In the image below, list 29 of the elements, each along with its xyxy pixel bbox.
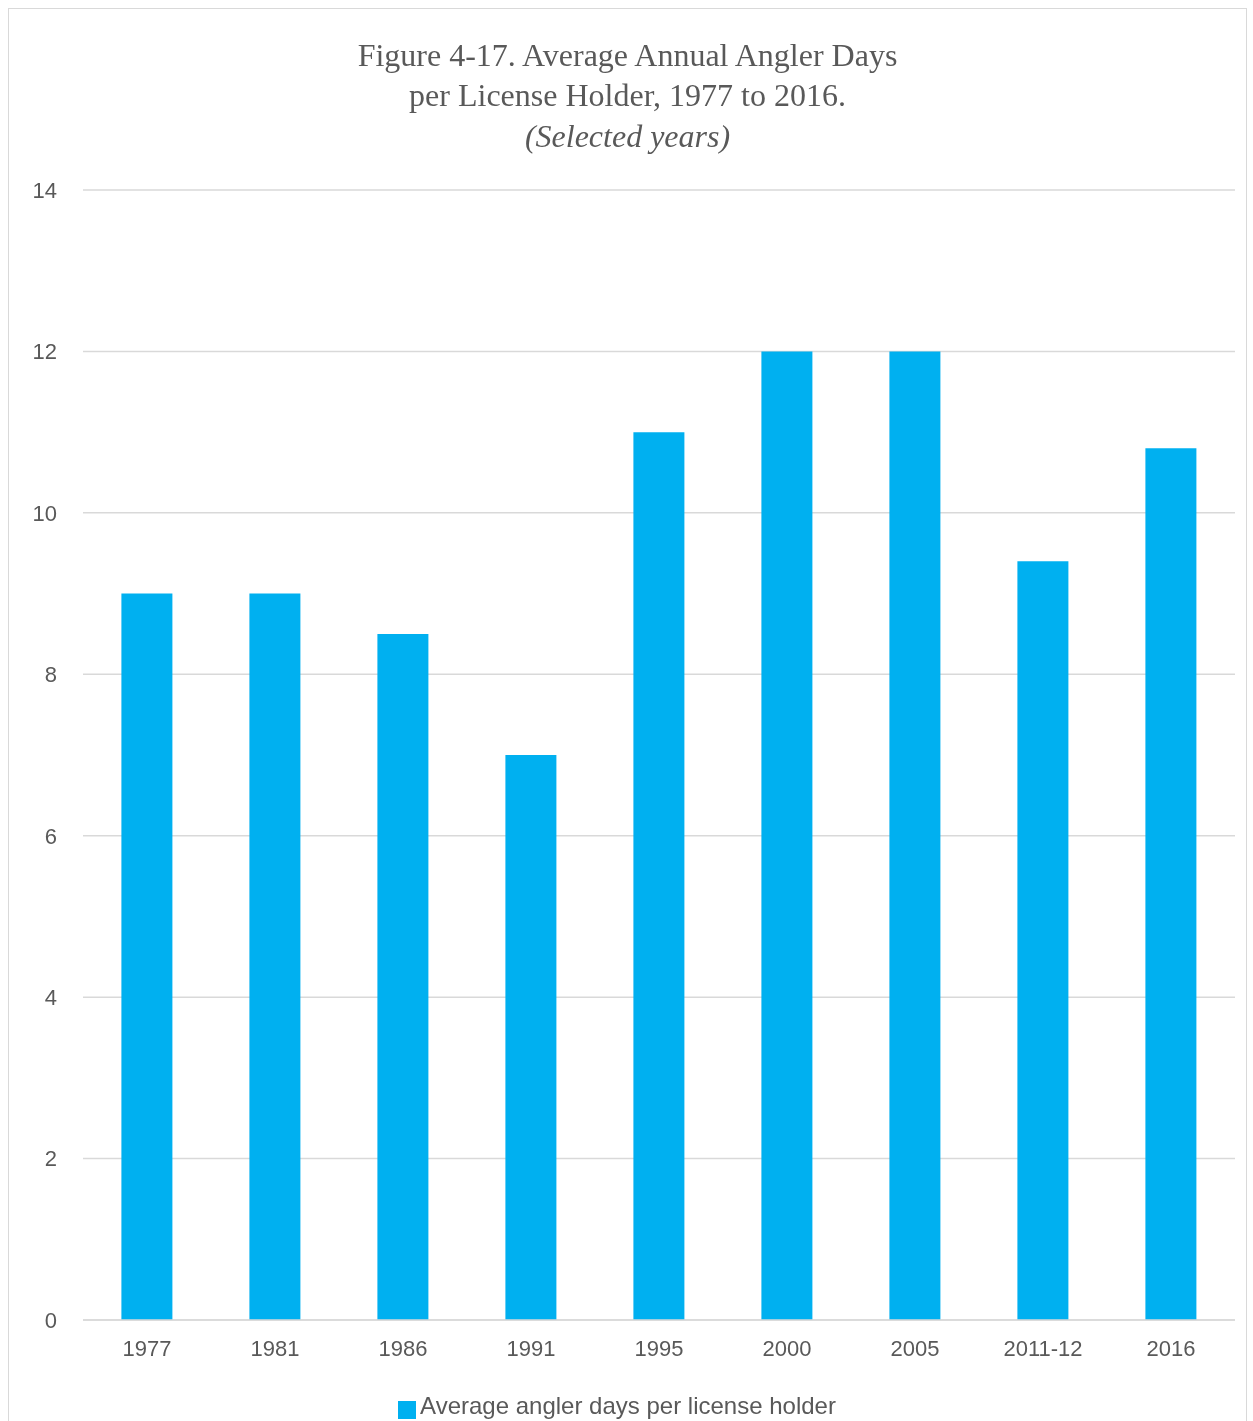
- x-tick-label: 1991: [506, 1335, 556, 1361]
- y-tick-label: 10: [32, 500, 57, 526]
- legend-label: Average angler days per license holder: [420, 1392, 836, 1419]
- bar: [505, 755, 557, 1320]
- x-tick-label: 2000: [762, 1335, 812, 1361]
- bar: [761, 351, 813, 1320]
- x-tick-label: 1986: [378, 1335, 428, 1361]
- x-tick-label: 1995: [634, 1335, 684, 1361]
- bar: [1017, 561, 1069, 1320]
- y-tick-label: 2: [44, 1146, 57, 1172]
- bar: [889, 351, 941, 1320]
- bar: [633, 432, 685, 1320]
- y-tick-label: 4: [44, 984, 57, 1010]
- y-tick-label: 6: [44, 823, 57, 849]
- x-tick-label: 2011-12: [1003, 1335, 1083, 1361]
- x-tick-label: 2005: [890, 1335, 940, 1361]
- chart-subtitle: (Selected years): [523, 117, 732, 156]
- y-tick-label: 8: [44, 662, 57, 688]
- y-tick-label: 14: [32, 177, 57, 203]
- bar: [249, 593, 301, 1320]
- chart-title: Figure 4-17. Average Annual Angler Days per License Holder, 1977 to 2016.: [356, 36, 899, 115]
- bar: [1145, 448, 1197, 1320]
- x-tick-label: 1977: [122, 1335, 172, 1361]
- x-tick-label: 2016: [1146, 1335, 1196, 1361]
- bar: [377, 633, 429, 1320]
- bar: [121, 593, 173, 1320]
- x-tick-label: 1981: [250, 1335, 300, 1361]
- y-tick-label: 12: [32, 339, 57, 365]
- y-tick-label: 0: [44, 1307, 57, 1333]
